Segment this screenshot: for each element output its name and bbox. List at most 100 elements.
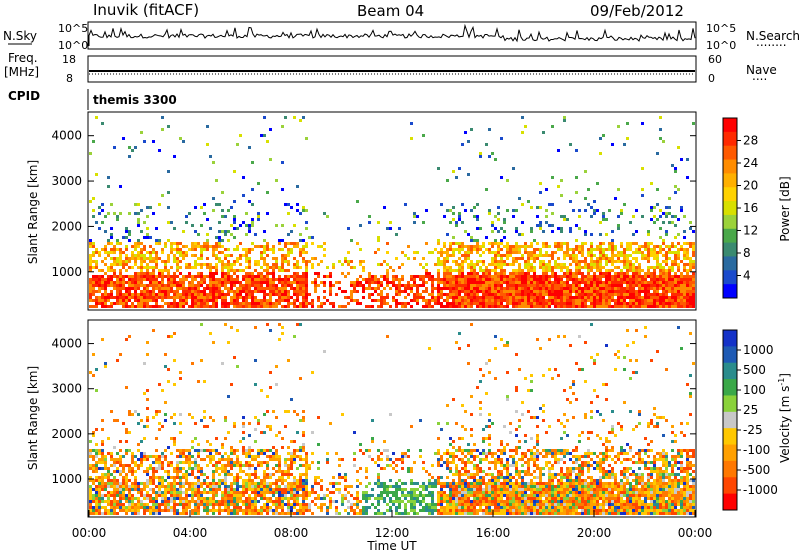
data-cell	[140, 263, 143, 266]
data-cell	[575, 266, 578, 269]
data-cell	[626, 302, 629, 305]
data-cell	[620, 245, 623, 248]
data-cell	[242, 194, 245, 197]
data-cell	[197, 452, 200, 455]
data-cell	[470, 272, 473, 275]
data-cell	[131, 149, 134, 152]
data-cell	[641, 245, 644, 248]
data-cell	[386, 242, 389, 245]
data-cell	[284, 458, 287, 461]
data-cell	[257, 260, 260, 263]
data-cell	[317, 299, 320, 302]
data-cell	[551, 272, 554, 275]
data-cell	[248, 467, 251, 470]
data-cell	[152, 260, 155, 263]
data-cell	[548, 296, 551, 299]
data-cell	[95, 305, 98, 308]
data-cell	[386, 269, 389, 272]
data-cell	[611, 260, 614, 263]
data-cell	[158, 461, 161, 464]
data-cell	[641, 290, 644, 293]
data-cell	[176, 284, 179, 287]
data-cell	[290, 488, 293, 491]
data-cell	[650, 206, 653, 209]
data-cell	[191, 497, 194, 500]
data-cell	[452, 218, 455, 221]
data-cell	[458, 296, 461, 299]
data-cell	[293, 299, 296, 302]
data-cell	[107, 473, 110, 476]
data-cell	[566, 278, 569, 281]
data-cell	[140, 506, 143, 509]
data-cell	[245, 497, 248, 500]
data-cell	[173, 296, 176, 299]
data-cell	[158, 482, 161, 485]
data-cell	[503, 278, 506, 281]
data-cell	[254, 383, 257, 386]
data-cell	[95, 461, 98, 464]
data-cell	[95, 248, 98, 251]
data-cell	[668, 197, 671, 200]
data-cell	[452, 236, 455, 239]
data-cell	[674, 299, 677, 302]
data-cell	[467, 305, 470, 308]
data-cell	[626, 122, 629, 125]
data-cell	[545, 242, 548, 245]
data-cell	[245, 260, 248, 263]
data-cell	[296, 323, 299, 326]
data-cell	[431, 275, 434, 278]
data-cell	[458, 218, 461, 221]
data-cell	[296, 203, 299, 206]
data-cell	[188, 464, 191, 467]
data-cell	[473, 263, 476, 266]
data-cell	[131, 488, 134, 491]
data-cell	[626, 254, 629, 257]
data-cell	[539, 224, 542, 227]
data-cell	[548, 263, 551, 266]
data-cell	[689, 242, 692, 245]
data-cell	[386, 251, 389, 254]
data-cell	[656, 263, 659, 266]
data-cell	[236, 512, 239, 515]
data-cell	[161, 485, 164, 488]
data-cell	[614, 272, 617, 275]
data-cell	[338, 512, 341, 515]
data-cell	[557, 290, 560, 293]
data-cell	[344, 290, 347, 293]
data-cell	[98, 290, 101, 293]
data-cell	[230, 302, 233, 305]
data-cell	[134, 305, 137, 308]
data-cell	[296, 509, 299, 512]
data-cell	[203, 245, 206, 248]
data-cell	[125, 302, 128, 305]
data-cell	[470, 287, 473, 290]
data-cell	[413, 275, 416, 278]
data-cell	[161, 275, 164, 278]
data-cell	[197, 500, 200, 503]
data-cell	[185, 254, 188, 257]
data-cell	[224, 281, 227, 284]
data-cell	[368, 275, 371, 278]
data-cell	[182, 257, 185, 260]
data-cell	[443, 278, 446, 281]
data-cell	[161, 509, 164, 512]
data-cell	[197, 479, 200, 482]
data-cell	[644, 305, 647, 308]
data-cell	[329, 503, 332, 506]
data-cell	[545, 215, 548, 218]
data-cell	[677, 233, 680, 236]
data-cell	[506, 248, 509, 251]
data-cell	[263, 230, 266, 233]
data-cell	[209, 452, 212, 455]
data-cell	[371, 488, 374, 491]
data-cell	[584, 170, 587, 173]
data-cell	[275, 434, 278, 437]
data-cell	[107, 269, 110, 272]
data-cell	[605, 305, 608, 308]
data-cell	[191, 305, 194, 308]
data-cell	[563, 266, 566, 269]
data-cell	[206, 482, 209, 485]
data-cell	[356, 497, 359, 500]
data-cell	[539, 305, 542, 308]
